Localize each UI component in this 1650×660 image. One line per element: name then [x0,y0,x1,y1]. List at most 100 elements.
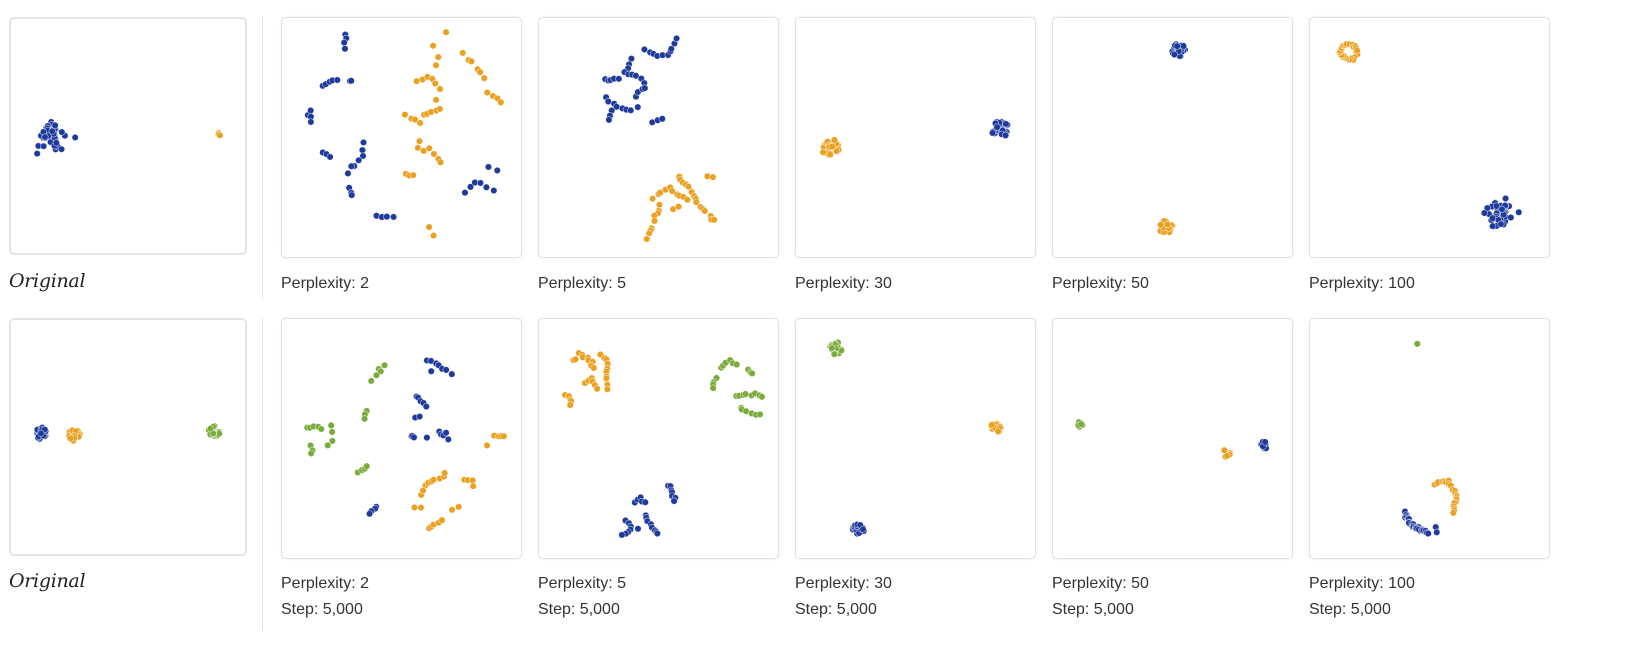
data-point [1507,213,1515,222]
data-point [37,429,45,437]
data-point [593,385,601,393]
data-point [1179,42,1188,50]
data-point [448,506,456,514]
data-point [672,34,681,42]
scatter-perplexity-50 [1052,17,1293,258]
data-point [710,216,718,224]
data-point [347,77,355,85]
step-caption: Step: 5,000 [538,601,620,618]
step-caption: Step: 5,000 [795,601,877,618]
data-point [414,144,422,152]
data-point [590,364,598,372]
data-point [482,183,490,191]
scatter-plot [1401,340,1461,538]
scatter-plot [826,338,1005,538]
data-point [416,413,424,421]
perplexity-caption: Perplexity: 5 [538,575,627,592]
data-point [415,137,424,145]
data-point [410,433,418,441]
data-point [434,53,442,61]
data-point [410,503,419,511]
data-point [1492,202,1501,210]
data-point [365,510,374,518]
data-point [416,119,424,127]
data-point [425,144,433,152]
scatter-plot [303,356,508,532]
data-point [1001,131,1010,139]
data-point [709,173,717,181]
data-point [461,189,469,197]
data-point [340,39,348,47]
data-point [603,385,611,393]
step-caption: Step: 5,000 [1309,601,1391,618]
data-point [650,217,659,225]
data-point [436,85,444,93]
data-point [307,449,315,457]
data-point [363,462,371,470]
perplexity-caption: Perplexity: 100 [1309,575,1415,592]
data-point [615,75,623,83]
data-point [57,145,66,153]
data-point [655,201,664,209]
data-point [618,531,626,539]
data-point [327,421,335,429]
data-point [1077,420,1085,428]
data-point [425,223,433,231]
column-divider [262,17,263,299]
scatter-perplexity-30-step [795,318,1036,559]
data-point [1498,205,1506,213]
data-point [423,434,431,442]
data-point [432,96,440,104]
data-point [437,158,445,166]
step-caption: Step: 5,000 [281,601,363,618]
data-point [355,156,363,164]
data-point [830,350,838,358]
data-point [483,441,491,450]
data-point [419,486,427,495]
data-point [1515,208,1523,216]
data-point [1170,50,1178,59]
data-point [326,153,334,161]
data-point [748,369,756,378]
data-point [307,106,315,115]
data-point [701,207,709,215]
data-point [826,150,834,158]
perplexity-caption: Perplexity: 30 [795,275,892,292]
data-point [430,150,438,158]
scatter-plot [1336,40,1523,230]
data-point [1164,221,1172,229]
perplexity-caption: Perplexity: 50 [1052,575,1149,592]
data-point [653,529,661,538]
perplexity-caption: Perplexity: 5 [538,275,627,292]
data-point [1173,42,1181,50]
scatter-plot [819,118,1011,159]
data-point [206,425,215,433]
scatter-plot [561,349,766,539]
data-point [988,421,996,429]
data-point [683,196,691,204]
original-label: Original [9,270,86,292]
data-point [859,525,867,533]
data-point [571,355,580,363]
data-point [429,42,437,50]
perplexity-caption: Perplexity: 30 [795,575,892,592]
data-point [668,187,676,195]
data-point [1449,509,1457,517]
data-point [429,476,438,484]
data-point [756,410,764,418]
data-point [828,344,836,352]
data-point [476,179,485,187]
data-point [658,115,666,123]
data-point [1497,220,1505,228]
perplexity-caption: Perplexity: 50 [1052,275,1149,292]
data-point [634,525,642,533]
data-point [640,45,648,54]
scatter-perplexity-100-step [1309,318,1550,559]
data-point [359,138,368,147]
data-point [372,371,380,379]
data-point [328,437,336,445]
scatter-perplexity-5 [538,17,779,258]
data-point [1413,340,1421,348]
scatter-perplexity-50-step [1052,318,1293,559]
data-point [48,127,56,135]
